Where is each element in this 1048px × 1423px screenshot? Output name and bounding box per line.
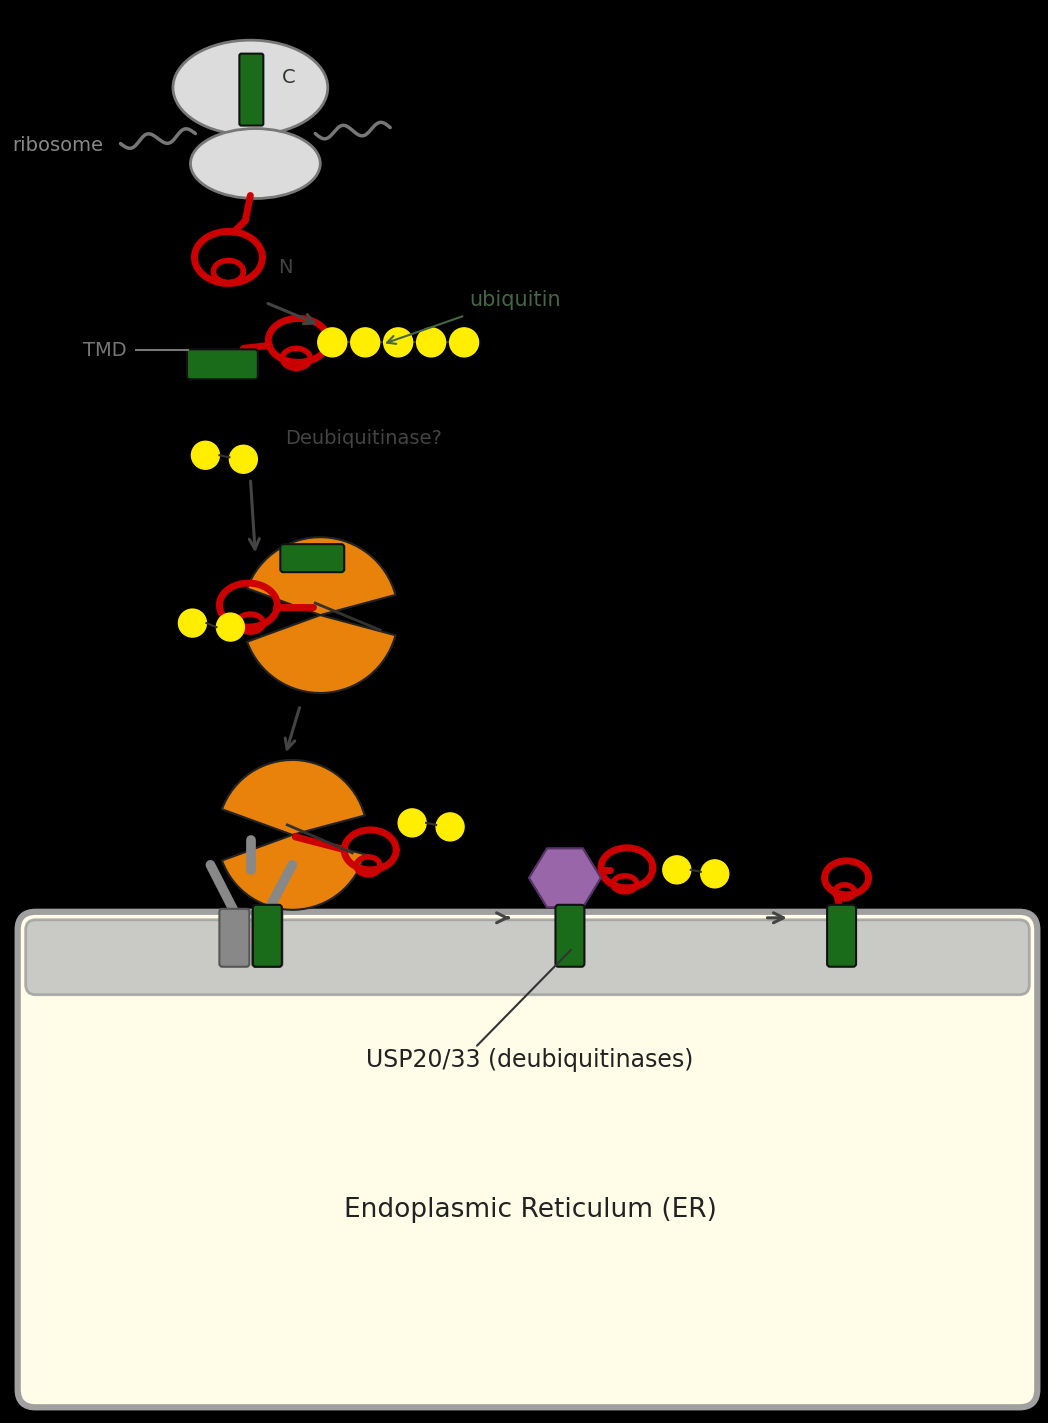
Text: ribosome: ribosome bbox=[13, 137, 104, 155]
Wedge shape bbox=[247, 536, 395, 615]
Circle shape bbox=[417, 327, 445, 357]
Circle shape bbox=[216, 613, 244, 642]
FancyBboxPatch shape bbox=[253, 905, 282, 966]
Circle shape bbox=[436, 813, 464, 841]
Text: N: N bbox=[279, 258, 292, 277]
Text: C: C bbox=[282, 68, 296, 87]
Wedge shape bbox=[222, 760, 365, 835]
FancyBboxPatch shape bbox=[187, 350, 258, 380]
Wedge shape bbox=[222, 835, 365, 909]
Ellipse shape bbox=[221, 929, 281, 943]
Ellipse shape bbox=[173, 40, 328, 135]
FancyBboxPatch shape bbox=[555, 905, 585, 966]
Circle shape bbox=[398, 808, 427, 837]
Circle shape bbox=[662, 855, 691, 884]
Text: ubiquitin: ubiquitin bbox=[470, 290, 561, 310]
Circle shape bbox=[318, 327, 347, 357]
Circle shape bbox=[351, 327, 379, 357]
Circle shape bbox=[230, 445, 258, 474]
Text: TMD: TMD bbox=[83, 342, 126, 360]
FancyBboxPatch shape bbox=[219, 909, 249, 966]
Polygon shape bbox=[529, 848, 601, 908]
Text: Deubiquitinase?: Deubiquitinase? bbox=[285, 428, 442, 448]
Circle shape bbox=[192, 441, 219, 470]
FancyBboxPatch shape bbox=[18, 912, 1038, 1407]
Circle shape bbox=[178, 609, 206, 638]
Text: Endoplasmic Reticulum (ER): Endoplasmic Reticulum (ER) bbox=[344, 1197, 717, 1222]
Circle shape bbox=[450, 327, 479, 357]
FancyBboxPatch shape bbox=[280, 544, 344, 572]
Circle shape bbox=[384, 327, 413, 357]
FancyBboxPatch shape bbox=[239, 54, 263, 125]
FancyBboxPatch shape bbox=[253, 909, 282, 966]
Text: USP20/33 (deubiquitinases): USP20/33 (deubiquitinases) bbox=[367, 1047, 694, 1072]
Ellipse shape bbox=[191, 128, 321, 198]
FancyBboxPatch shape bbox=[827, 905, 856, 966]
FancyBboxPatch shape bbox=[25, 919, 1029, 995]
Circle shape bbox=[701, 859, 728, 888]
Wedge shape bbox=[247, 615, 395, 693]
